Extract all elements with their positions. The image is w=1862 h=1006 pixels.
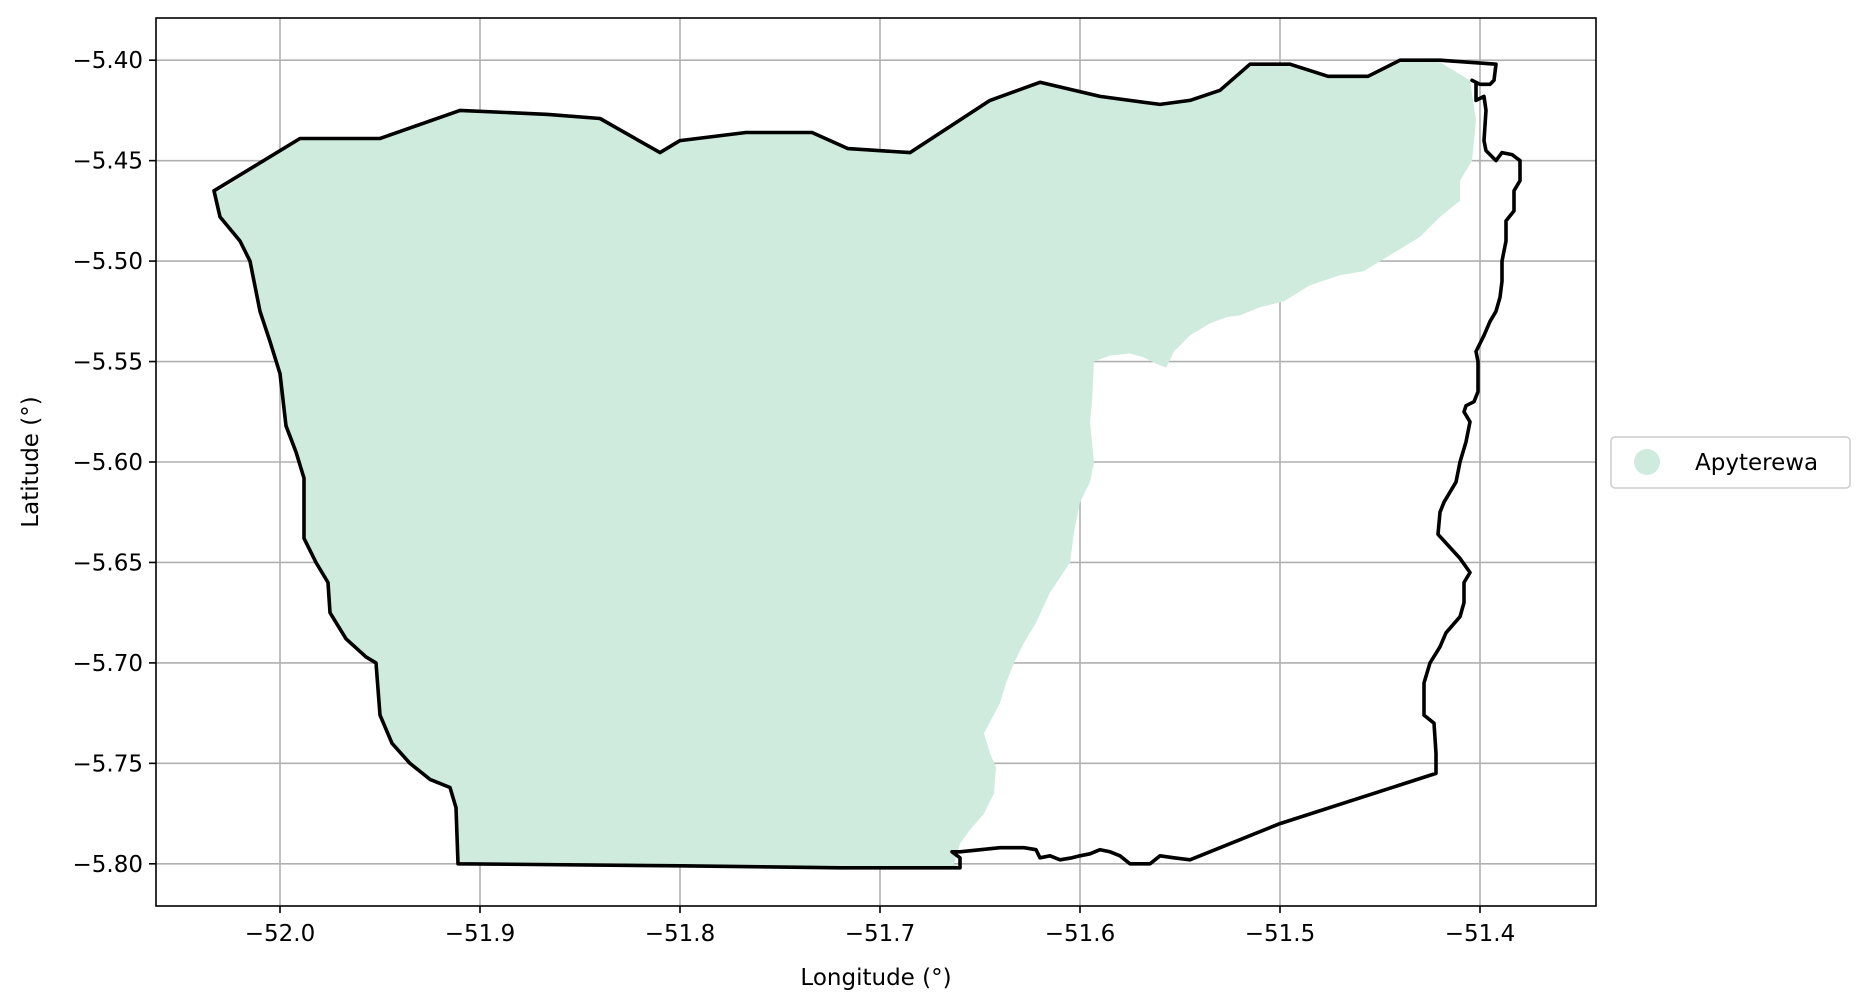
y-tick-label-1: −5.45: [73, 149, 143, 175]
x-tick-label-1: −51.9: [445, 921, 515, 947]
y-tick-label-5: −5.65: [73, 550, 143, 576]
x-tick-label-4: −51.6: [1045, 921, 1115, 947]
y-tick-label-8: −5.80: [73, 852, 143, 878]
y-tick-label-4: −5.60: [73, 450, 143, 476]
x-tick-label-6: −51.4: [1445, 921, 1515, 947]
map-data: [212, 58, 1522, 870]
x-tick-label-3: −51.7: [845, 921, 915, 947]
y-tick-label-3: −5.55: [73, 350, 143, 376]
x-tick-label-5: −51.5: [1245, 921, 1315, 947]
legend-frame: [1610, 436, 1851, 489]
y-tick-label-7: −5.75: [73, 751, 143, 777]
y-tick-label-6: −5.70: [73, 651, 143, 677]
region-boundary: [212, 58, 1522, 870]
legend-label-apyterewa: Apyterewa: [1695, 450, 1818, 476]
y-axis-label: Latitude (°): [18, 396, 44, 527]
x-axis-label: Longitude (°): [800, 965, 951, 991]
y-tick-label-2: −5.50: [73, 249, 143, 275]
axis-ticks: −52.0 −51.9 −51.8 −51.7 −51.6 −51.5 −51.4 −5.40…: [73, 48, 1516, 947]
legend-marker-apyterewa: [1634, 449, 1660, 475]
legend: Apyterewa: [1610, 436, 1851, 489]
y-tick-label-0: −5.40: [73, 48, 143, 74]
x-tick-label-2: −51.8: [645, 921, 715, 947]
x-tick-label-0: −52.0: [245, 921, 315, 947]
apyterewa-region: [214, 60, 1476, 868]
